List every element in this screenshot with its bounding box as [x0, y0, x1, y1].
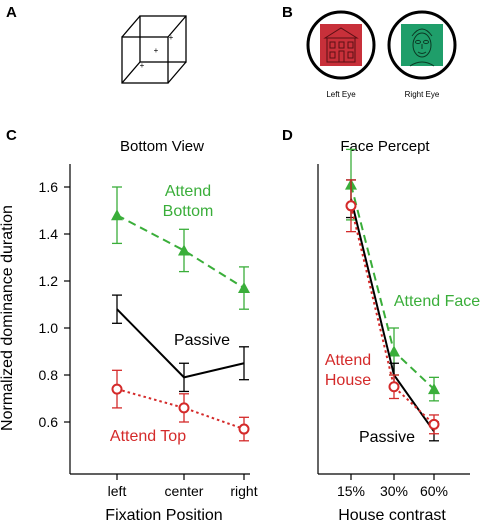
- svg-text:+: +: [169, 33, 174, 42]
- chart-c-x-ticks: left center right: [108, 474, 258, 499]
- x-tick-label: 60%: [420, 483, 448, 499]
- y-tick-label: 0.8: [39, 367, 59, 383]
- y-tick-label: 1.0: [39, 320, 59, 336]
- series-label-line: Passive: [359, 429, 415, 446]
- data-point: [428, 383, 440, 395]
- series-label-line: Bottom: [163, 203, 214, 220]
- series-line: [116, 388, 245, 430]
- series-label: Passive: [174, 332, 230, 349]
- face-image: [409, 28, 435, 67]
- data-point: [238, 423, 250, 435]
- panel-label-d: D: [282, 127, 293, 144]
- y-tick-label: 1.4: [39, 226, 59, 242]
- series-label-line: Passive: [174, 332, 230, 349]
- series-passive: [346, 179, 439, 442]
- series-line: [350, 205, 435, 426]
- y-tick-label: 1.6: [39, 179, 59, 195]
- fixation-marks: + + +: [140, 33, 174, 70]
- series-label-line: Attend Top: [110, 428, 186, 445]
- chart-c-y-axis-label: Normalized dominance duration: [0, 205, 16, 431]
- svg-text:+: +: [154, 46, 159, 55]
- data-point: [388, 381, 400, 393]
- series-label: Passive: [359, 429, 415, 446]
- x-tick-label: 30%: [380, 483, 408, 499]
- series-line: [116, 214, 245, 289]
- chart-d-series: [345, 148, 440, 442]
- panel-label-b: B: [282, 4, 293, 21]
- left-eye-label: Left Eye: [326, 90, 356, 99]
- chart-d-x-ticks: 15% 30% 60%: [337, 474, 448, 499]
- x-tick-label: left: [108, 483, 127, 499]
- data-point: [111, 209, 123, 221]
- chart-c-y-ticks: 0.6 0.8 1.0 1.2 1.4 1.6: [39, 179, 70, 430]
- house-image: [323, 27, 359, 63]
- data-point: [111, 383, 123, 395]
- chart-c-x-axis-label: Fixation Position: [105, 507, 222, 524]
- chart-face-percept: Face Percept 15% 30% 60% House contrast: [317, 138, 470, 524]
- series-label: Attend House: [325, 352, 371, 389]
- series-label-line: Attend Face: [394, 293, 480, 310]
- data-point: [178, 244, 190, 256]
- series-attend-bottom: [111, 186, 250, 310]
- data-point: [178, 402, 190, 414]
- data-point: [238, 282, 250, 294]
- chart-d-axes: [317, 164, 470, 475]
- series-passive: [112, 294, 249, 393]
- panel-label-a: A: [6, 4, 17, 21]
- data-point: [428, 418, 440, 430]
- x-tick-label: center: [165, 483, 204, 499]
- chart-d-x-axis-label: House contrast: [338, 507, 446, 524]
- series-label-line: Attend: [325, 352, 371, 369]
- x-tick-label: right: [230, 483, 257, 499]
- panel-label-c: C: [6, 127, 17, 144]
- y-tick-label: 0.6: [39, 414, 59, 430]
- chart-bottom-view: Bottom View 0.6 0.8 1.0 1.2 1.4 1.6 left cente…: [0, 138, 258, 524]
- series-labels: Attend Bottom Passive Attend Top Attend Face…: [110, 183, 480, 446]
- y-tick-label: 1.2: [39, 273, 59, 289]
- series-line: [350, 198, 435, 432]
- svg-text:+: +: [140, 61, 145, 70]
- necker-cube: [121, 15, 187, 84]
- data-point: [345, 200, 357, 212]
- series-label-line: Attend: [165, 183, 211, 200]
- right-eye-label: Right Eye: [405, 90, 440, 99]
- series-label: Attend Bottom: [163, 183, 214, 220]
- chart-c-series: [111, 186, 250, 442]
- x-tick-label: 15%: [337, 483, 365, 499]
- series-label: Attend Face: [394, 293, 480, 310]
- data-point: [388, 345, 400, 357]
- chart-d-title: Face Percept: [340, 138, 430, 155]
- series-attend-top: [111, 369, 250, 442]
- left-eye-stimulus: [306, 10, 376, 80]
- right-eye-stimulus: [387, 10, 457, 80]
- series-attend-house: [345, 179, 440, 435]
- series-label: Attend Top: [110, 428, 186, 445]
- series-label-line: House: [325, 372, 371, 389]
- chart-c-title: Bottom View: [120, 138, 204, 155]
